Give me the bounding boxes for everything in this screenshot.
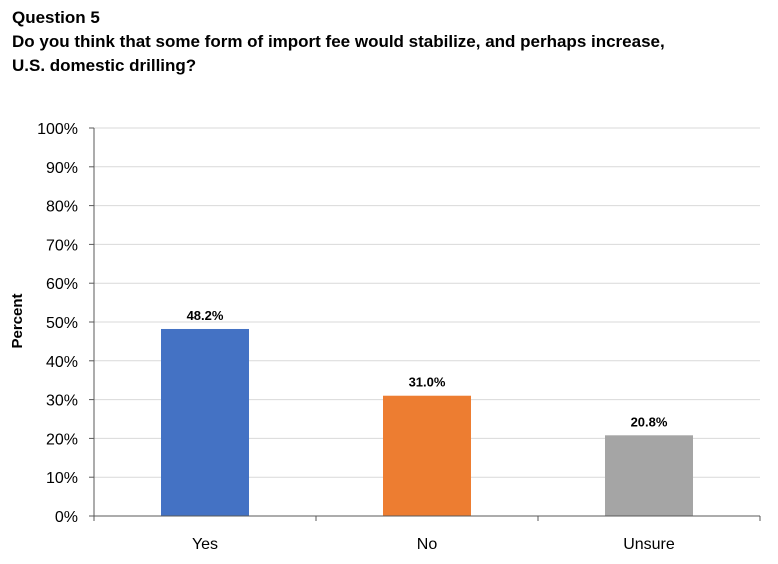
bar-no: [383, 395, 471, 516]
y-tick-label: 10%: [46, 470, 78, 487]
x-tick-label: Unsure: [623, 536, 675, 553]
y-tick-label: 50%: [46, 315, 78, 332]
y-tick-label: 80%: [46, 199, 78, 216]
question-header: Question 5 Do you think that some form o…: [12, 6, 712, 78]
x-tick-label: No: [417, 536, 438, 553]
question-number: Question 5: [12, 8, 100, 27]
data-label-unsure: 20.8%: [631, 414, 668, 429]
y-tick-label: 20%: [46, 431, 78, 448]
y-axis-ticks: 0% 10% 20% 30% 40% 50% 60% 70% 80% 90% 100%: [37, 121, 95, 526]
question-text-line-2: U.S. domestic drilling?: [12, 56, 197, 75]
data-labels: 48.2% 31.0% 20.8%: [187, 308, 668, 429]
y-tick-label: 0%: [55, 509, 78, 526]
y-tick-label: 40%: [46, 354, 78, 371]
x-axis: Yes No Unsure: [93, 515, 761, 553]
y-tick-label: 70%: [46, 237, 78, 254]
bar-yes: [161, 328, 249, 516]
y-tick-label: 30%: [46, 393, 78, 410]
bars: [161, 328, 693, 516]
data-label-yes: 48.2%: [187, 308, 224, 323]
y-tick-label: 100%: [37, 121, 78, 138]
x-tick-label: Yes: [192, 536, 218, 553]
y-tick-label: 90%: [46, 160, 78, 177]
question-text-line-1: Do you think that some form of import fe…: [12, 32, 665, 51]
y-axis-label: Percent: [9, 293, 26, 348]
y-tick-label: 60%: [46, 276, 78, 293]
bar-unsure: [605, 435, 693, 516]
data-label-no: 31.0%: [409, 375, 446, 390]
